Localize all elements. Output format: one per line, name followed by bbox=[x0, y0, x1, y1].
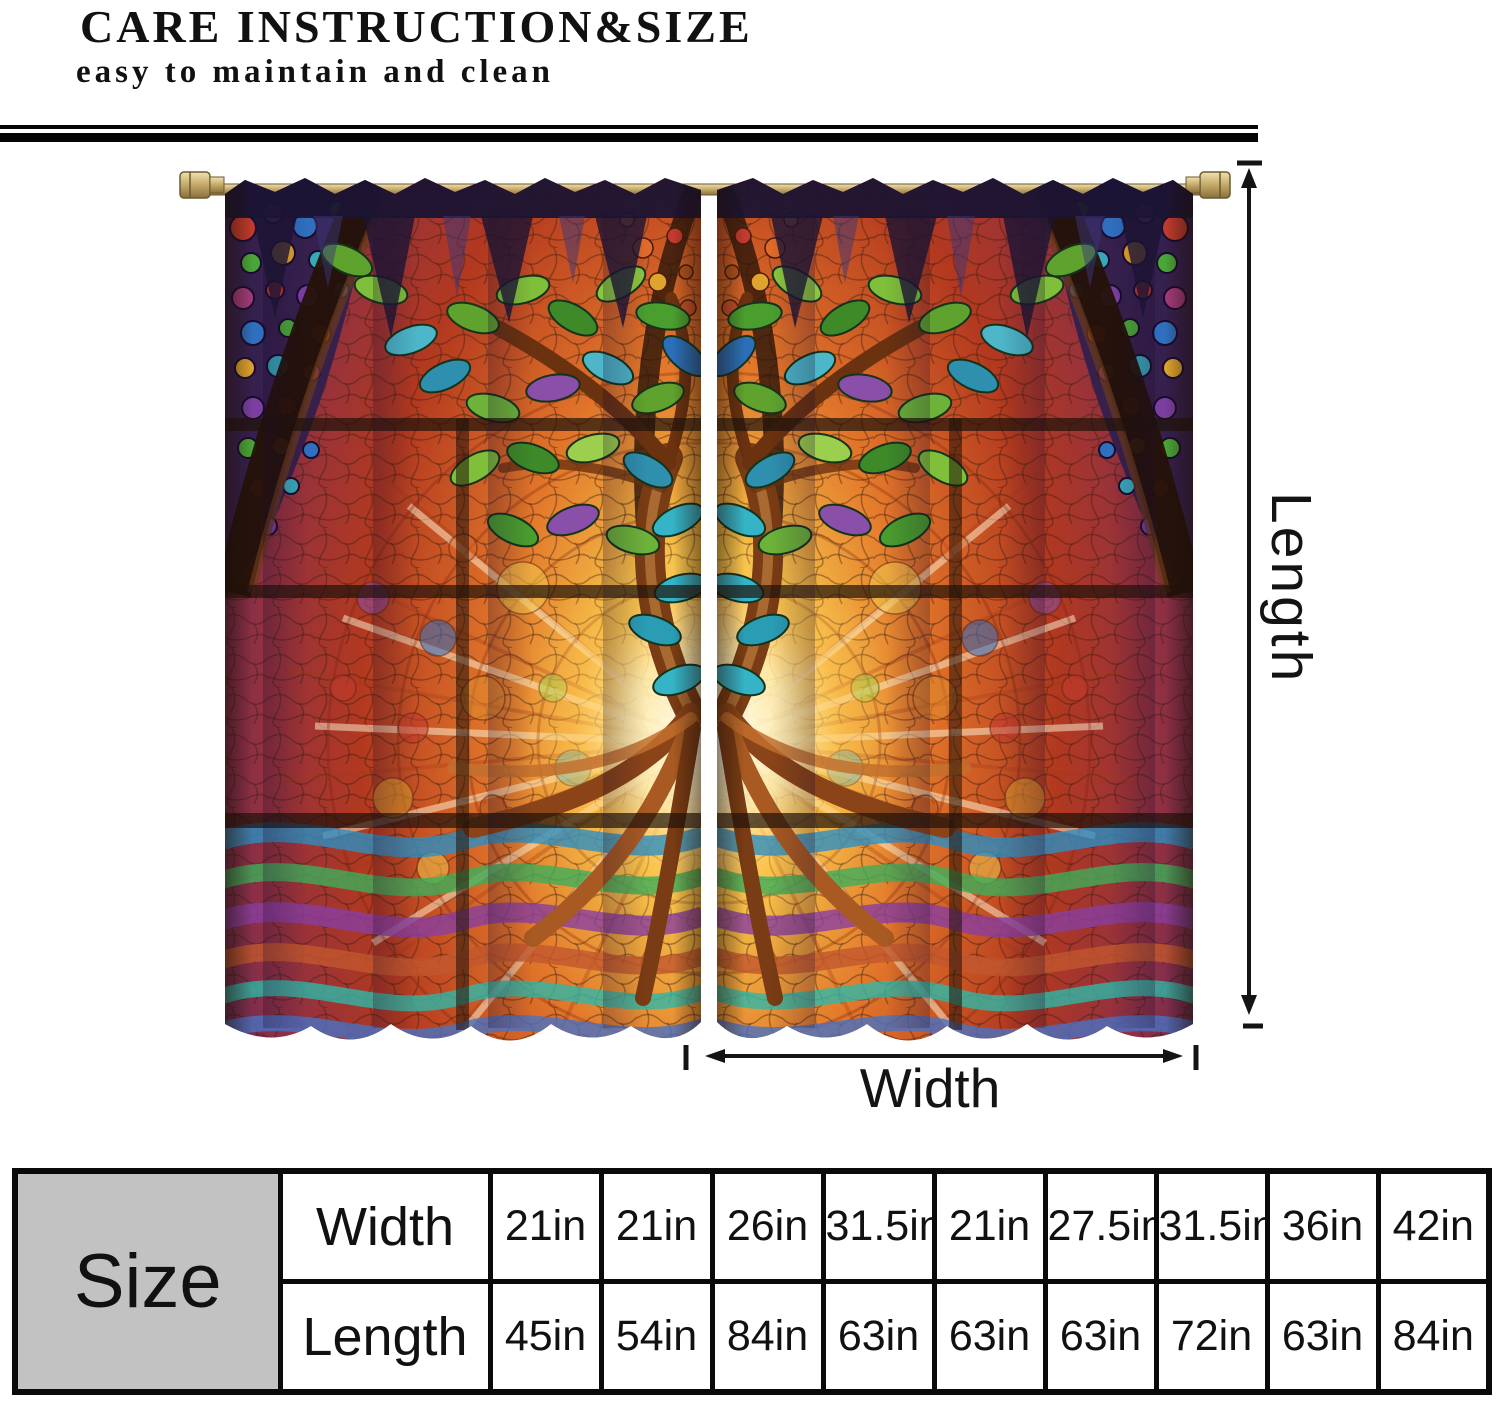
length-value-cell: 63in bbox=[1264, 1279, 1381, 1395]
size-table-corner: Size bbox=[12, 1168, 283, 1395]
length-value-cell: 84in bbox=[709, 1279, 826, 1395]
length-label: Length bbox=[1259, 492, 1323, 685]
length-value-cell: 72in bbox=[1153, 1279, 1270, 1395]
width-value-cell: 21in bbox=[931, 1168, 1048, 1284]
size-table: Size Width 21in 21in 26in 31.5in 21in 27… bbox=[12, 1168, 1492, 1395]
table-row-length: Length 45in 54in 84in 63in 63in 63in 72i… bbox=[15, 1279, 1492, 1395]
table-row-width: Size Width 21in 21in 26in 31.5in 21in 27… bbox=[12, 1168, 1492, 1395]
curtain-product-image bbox=[179, 160, 1263, 1075]
width-value-cell: 42in bbox=[1375, 1168, 1492, 1284]
length-dimension-arrow bbox=[1237, 160, 1263, 1029]
width-value-cell: 21in bbox=[487, 1168, 604, 1284]
length-value-cell: 63in bbox=[931, 1279, 1048, 1395]
width-value-cell: 27.5in bbox=[1042, 1168, 1159, 1284]
rod-finial-right bbox=[1185, 171, 1231, 199]
rod-finial-left bbox=[179, 171, 225, 199]
width-value-cell: 31.5in bbox=[1153, 1168, 1270, 1284]
length-value-cell: 63in bbox=[820, 1279, 937, 1395]
divider-line-thin bbox=[0, 125, 1258, 129]
length-value-cell: 63in bbox=[1042, 1279, 1159, 1395]
length-value-cell: 54in bbox=[598, 1279, 715, 1395]
page-title: CARE INSTRUCTION&SIZE bbox=[80, 1, 753, 52]
width-dimension-arrow bbox=[683, 1045, 1199, 1070]
length-value-cell: 45in bbox=[487, 1279, 604, 1395]
page-subtitle: easy to maintain and clean bbox=[76, 54, 555, 90]
width-label: Width bbox=[859, 1057, 1001, 1119]
width-value-cell: 26in bbox=[709, 1168, 826, 1284]
width-value-cell: 36in bbox=[1264, 1168, 1381, 1284]
row-label-length: Length bbox=[277, 1279, 493, 1395]
length-value-cell: 84in bbox=[1375, 1279, 1492, 1395]
divider-line-thick bbox=[0, 133, 1258, 142]
row-label-width: Width bbox=[277, 1168, 493, 1284]
width-value-cell: 31.5in bbox=[820, 1168, 937, 1284]
width-value-cell: 21in bbox=[598, 1168, 715, 1284]
